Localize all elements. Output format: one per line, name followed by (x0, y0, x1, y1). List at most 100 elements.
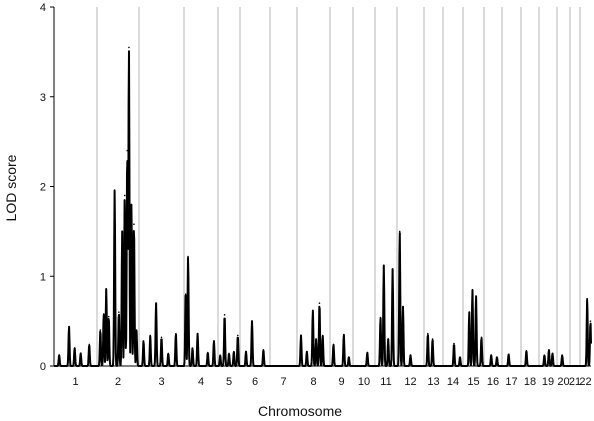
lod-peak-point (409, 354, 412, 357)
x-tick-label: 11 (380, 376, 391, 388)
lod-peak-point (228, 352, 230, 355)
lod-peak-point (507, 353, 510, 356)
lod-peak-point (175, 332, 177, 335)
lod-peak-point (402, 305, 404, 308)
lod-peak-point (427, 332, 429, 335)
lod-peak-point (184, 293, 187, 296)
lod-peak-point (475, 295, 477, 297)
lod-peak-point (471, 288, 474, 291)
lod-peak-point (318, 302, 321, 304)
x-tick-label: 20 (557, 376, 569, 388)
lod-peak-point (79, 352, 82, 355)
y-tick-labels: 0 1 2 3 4 (40, 2, 54, 373)
lod-peak-point (586, 297, 588, 300)
lod-peak-point (130, 203, 133, 206)
lod-peak-point (543, 354, 546, 357)
x-tick-label: 2 (115, 376, 121, 388)
x-tick-label: 1 (72, 376, 78, 388)
lod-peak-point (348, 356, 350, 358)
lod-peak-point (459, 356, 461, 358)
x-tick-label: 3 (158, 376, 164, 388)
lod-peak-point (126, 149, 129, 152)
x-tick-label: 22 (579, 376, 591, 388)
lod-peak-point (191, 347, 194, 349)
lod-peak-point (102, 313, 105, 315)
lod-peak-point (58, 354, 60, 357)
lod-peak-point (73, 347, 76, 349)
x-tick-label: 21 (569, 376, 581, 388)
x-tick-label: 18 (524, 376, 536, 388)
lod-peak-point (379, 316, 382, 319)
lod-peak-point (468, 311, 471, 313)
lod-peak-point (453, 342, 455, 345)
lod-peak-point (133, 223, 135, 225)
lod-peak-point (233, 350, 235, 353)
lod-peak-point (121, 230, 123, 233)
lod-peak-point (306, 350, 308, 353)
lod-peak-point (366, 351, 369, 354)
x-tick-label: 16 (487, 376, 499, 388)
y-tick-label: 0 (40, 361, 46, 373)
lod-peak-point (155, 302, 157, 304)
lod-peak-point (312, 309, 314, 312)
lod-peak-point (68, 325, 70, 328)
lod-peak-point (149, 334, 152, 337)
lod-peak-point (391, 268, 394, 270)
chromosome-gridlines (96, 7, 581, 366)
x-tick-label: 6 (252, 376, 258, 388)
x-tick-label: 8 (310, 376, 316, 388)
x-tick-label: 9 (338, 376, 344, 388)
x-tick-label: 5 (226, 376, 232, 388)
lod-peak-point (321, 334, 324, 337)
x-tick-label: 13 (427, 376, 439, 388)
x-tick-label: 12 (404, 376, 416, 388)
lod-peak-point (431, 338, 434, 340)
x-axis-title: Chromosome (258, 403, 342, 419)
x-tick-label: 10 (358, 376, 370, 388)
y-tick-label: 2 (40, 182, 46, 194)
y-tick-label: 1 (40, 271, 46, 283)
x-tick-label: 19 (542, 376, 554, 388)
lod-peak-point (99, 329, 102, 331)
lod-peak-point (245, 350, 247, 353)
lod-peak-point (525, 349, 528, 352)
lod-peak-point (237, 334, 239, 337)
lod-peak-point (223, 314, 226, 316)
y-tick-label: 4 (40, 2, 46, 14)
lod-peak-point (142, 340, 145, 342)
lod-peak-point (213, 340, 215, 342)
lod-peak-point (135, 329, 138, 331)
lod-peak-point (167, 352, 170, 355)
lod-peak-point (490, 354, 493, 357)
lod-peak-point (88, 343, 91, 346)
lod-peak-point (496, 356, 498, 358)
lod-peak-point (561, 354, 563, 357)
lod-peak-point (315, 338, 317, 340)
y-axis-title: LOD score (3, 154, 19, 221)
x-tick-label: 4 (198, 376, 204, 388)
lod-peak-point (343, 333, 345, 336)
lod-peak-point (480, 336, 483, 339)
lod-peak-point (160, 336, 163, 339)
lod-peak-point (398, 230, 401, 233)
lod-peak-point (105, 288, 108, 290)
x-tick-label: 15 (467, 376, 479, 388)
x-tick-label: 7 (280, 376, 286, 388)
lod-peak-point (207, 351, 209, 354)
lod-peak-point (113, 189, 116, 191)
lod-peak-point (332, 343, 335, 346)
lod-peak-point (548, 349, 550, 351)
y-tick-label: 3 (40, 92, 46, 104)
lod-score-line (53, 50, 592, 367)
lod-peak-point (219, 354, 221, 357)
lod-peak-point (383, 264, 385, 267)
lod-peak-point (551, 352, 554, 355)
lod-peak-point (196, 332, 199, 335)
lod-peak-point (251, 320, 253, 322)
lod-peak-point (300, 334, 302, 337)
lod-peak-point (123, 194, 126, 197)
lod-peak-point (387, 338, 390, 340)
lod-peak-point (589, 320, 592, 322)
